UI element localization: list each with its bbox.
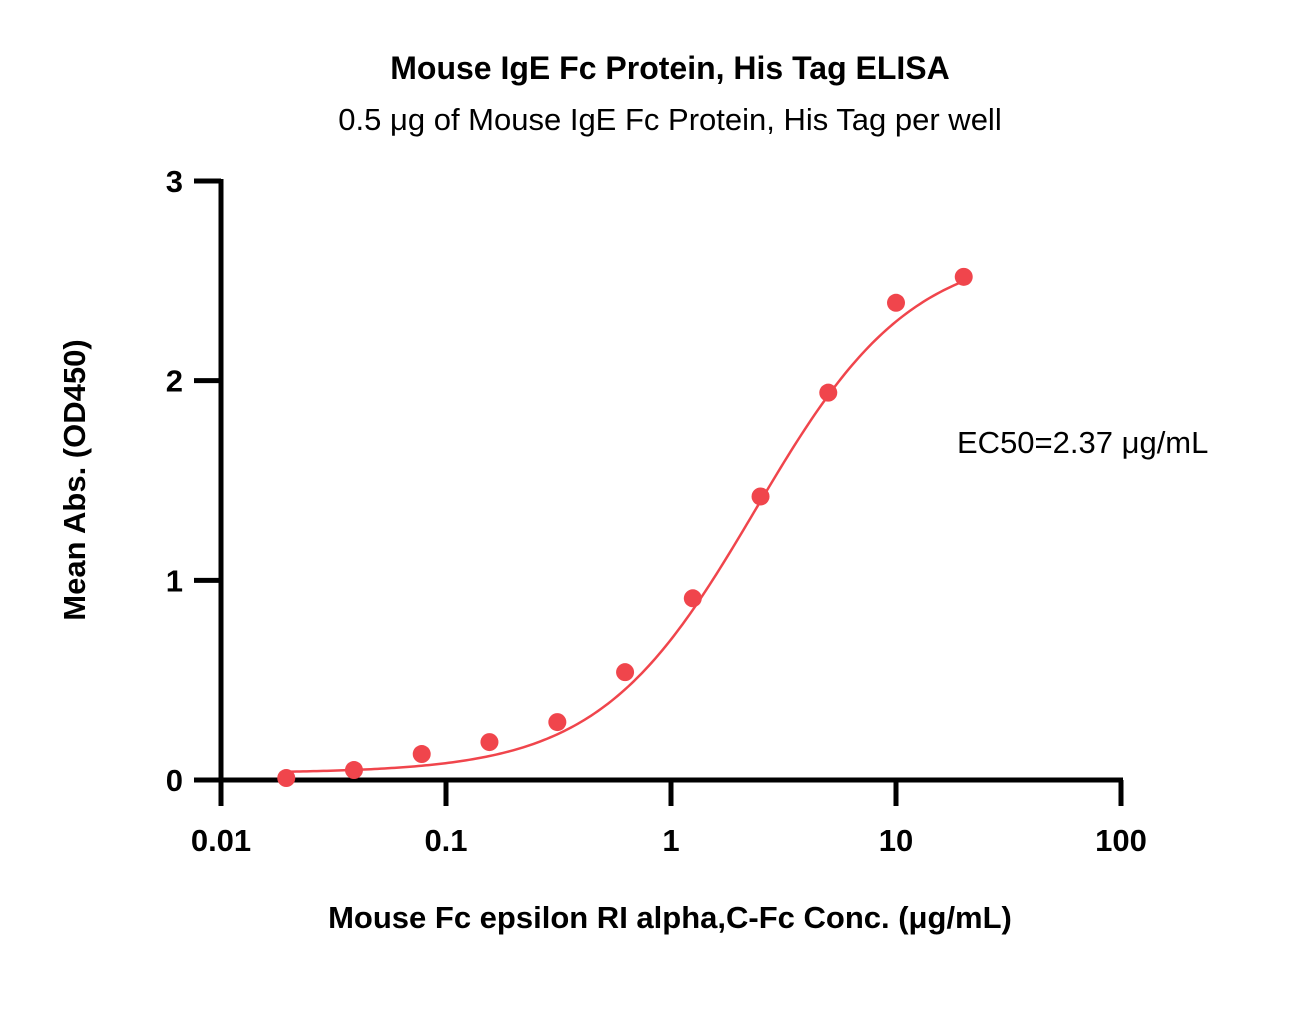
data-point [887, 293, 905, 312]
data-point [954, 267, 973, 286]
chart-title: Mouse IgE Fc Protein, His Tag ELISA [390, 50, 949, 86]
x-tick-label: 1 [662, 823, 679, 858]
data-point [751, 487, 770, 506]
data-point [548, 713, 567, 732]
data-point [344, 761, 363, 780]
y-tick-label: 1 [166, 563, 183, 598]
y-tick-label: 2 [166, 364, 183, 399]
axes: 0 1 2 3 0.01 0.1 1 10 100 [166, 164, 1147, 858]
fit-curve [286, 279, 965, 773]
data-point [480, 733, 499, 752]
data-point [819, 383, 838, 402]
y-tick-label: 3 [166, 164, 183, 199]
ec50-annotation: EC50=2.37 μg/mL [957, 425, 1208, 460]
x-tick-label: 100 [1095, 823, 1147, 858]
data-points [277, 267, 973, 788]
x-tick-label: 0.01 [191, 823, 251, 858]
x-tick-label: 0.1 [424, 823, 467, 858]
x-axis-label: Mouse Fc epsilon RI alpha,C-Fc Conc. (μg… [328, 900, 1012, 935]
y-tick-label: 0 [166, 763, 183, 798]
data-point [277, 769, 296, 788]
data-point [616, 663, 635, 682]
data-point [412, 745, 431, 764]
x-tick-label: 10 [879, 823, 913, 858]
chart-subtitle: 0.5 μg of Mouse IgE Fc Protein, His Tag … [338, 102, 1001, 137]
data-point [683, 589, 702, 608]
y-axis-label: Mean Abs. (OD450) [57, 339, 92, 620]
